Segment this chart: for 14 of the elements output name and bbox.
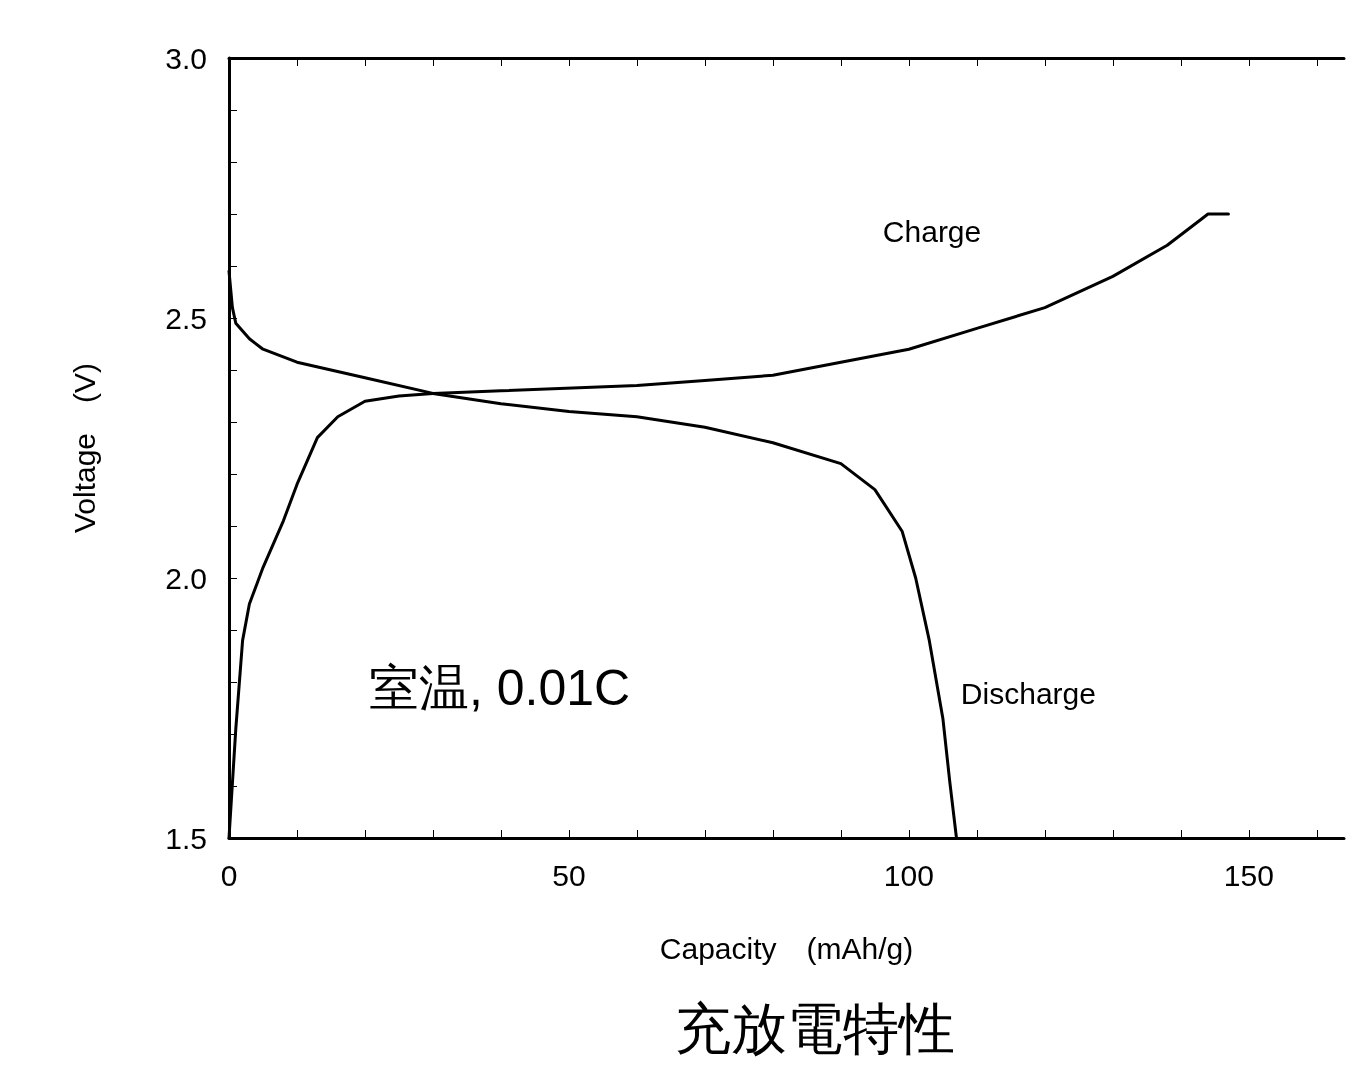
annotation: 室温, 0.01C [369,660,631,716]
y-tick-label: 3.0 [165,41,207,75]
x-tick-label: 50 [552,858,586,892]
y-tick-label: 2.0 [165,561,207,595]
y-tick-label: 1.5 [165,821,207,855]
x-tick-label: 0 [220,858,238,892]
text: 充放電特性 [675,996,955,1060]
y-axis-title: Voltage (V) [67,362,101,534]
y-tick-label: 2.5 [165,301,207,335]
x-tick-label: 150 [1223,858,1274,892]
text: Charge [882,214,982,248]
series-label: Discharge [960,676,1096,710]
x-tick-label: 100 [883,858,934,892]
x-axis-title: Capacity (mAh/g) [659,931,914,965]
